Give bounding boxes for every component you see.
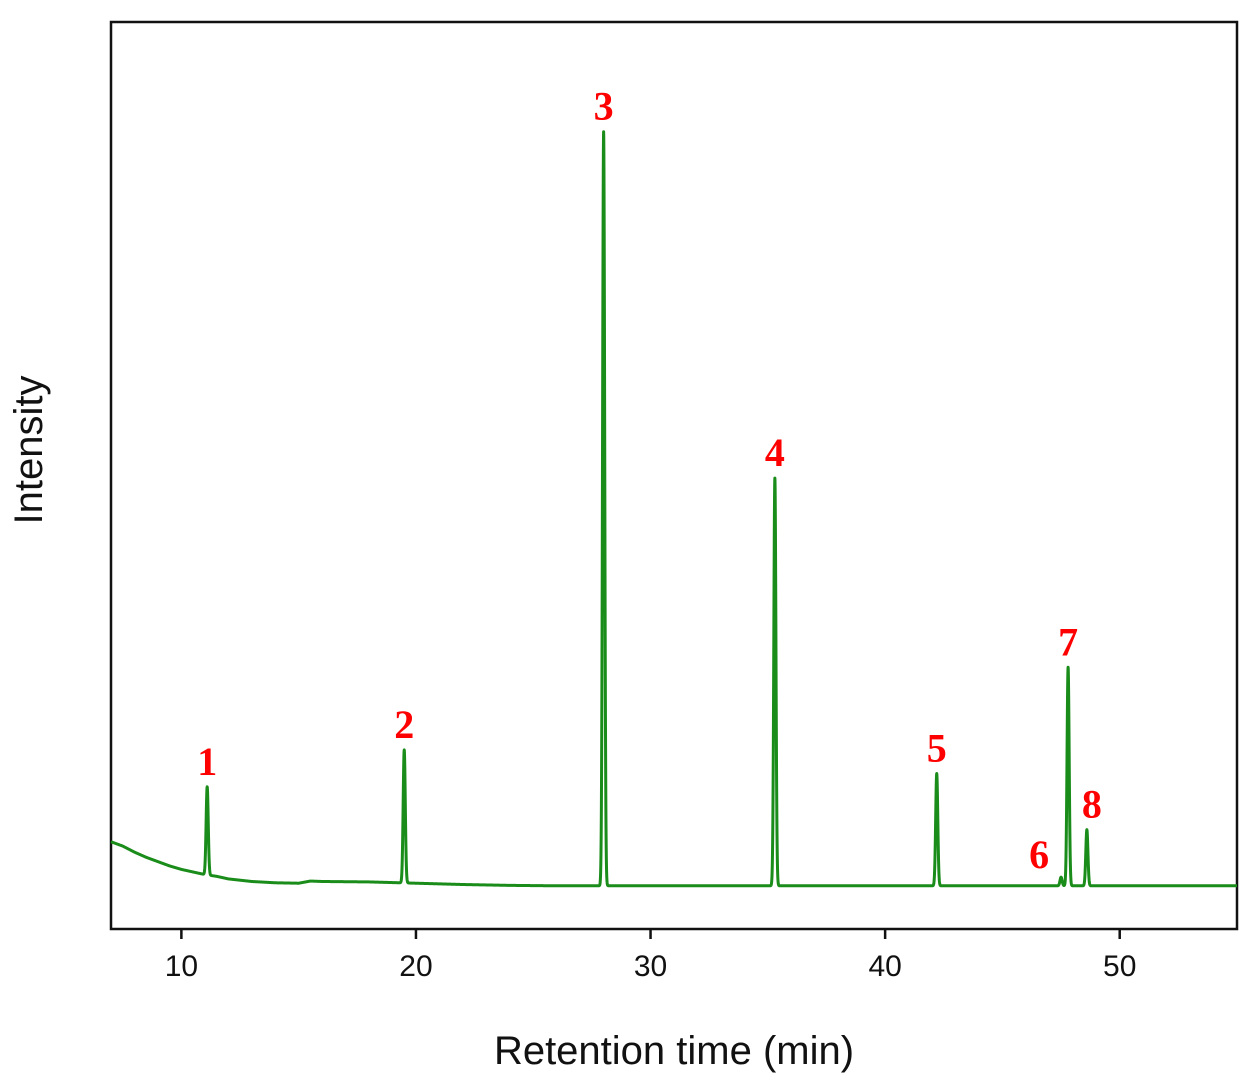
chromatogram-trace: [109, 130, 1239, 888]
peak-label-6: 6: [1029, 832, 1049, 877]
peak-label-4: 4: [765, 430, 785, 475]
x-axis-title: Retention time (min): [494, 1029, 854, 1073]
x-tick-label: 40: [868, 950, 901, 983]
peak-labels: 1 2 3 4 5 6 7 8: [197, 84, 1102, 877]
x-tick-label: 50: [1103, 950, 1136, 983]
peak-label-3: 3: [594, 84, 614, 129]
x-tick-label: 20: [399, 950, 432, 983]
peak-label-1: 1: [197, 739, 217, 784]
x-tick-label: 10: [165, 950, 198, 983]
x-axis-ticks: 10 20 30 40 50: [165, 929, 1136, 983]
peak-label-5: 5: [927, 726, 947, 771]
peak-label-7: 7: [1058, 619, 1078, 664]
peak-label-2: 2: [394, 702, 414, 747]
plot-frame: [109, 20, 1239, 931]
peak-label-8: 8: [1082, 782, 1102, 827]
x-tick-label: 30: [634, 950, 667, 983]
y-axis-title: Intensity: [7, 376, 51, 525]
